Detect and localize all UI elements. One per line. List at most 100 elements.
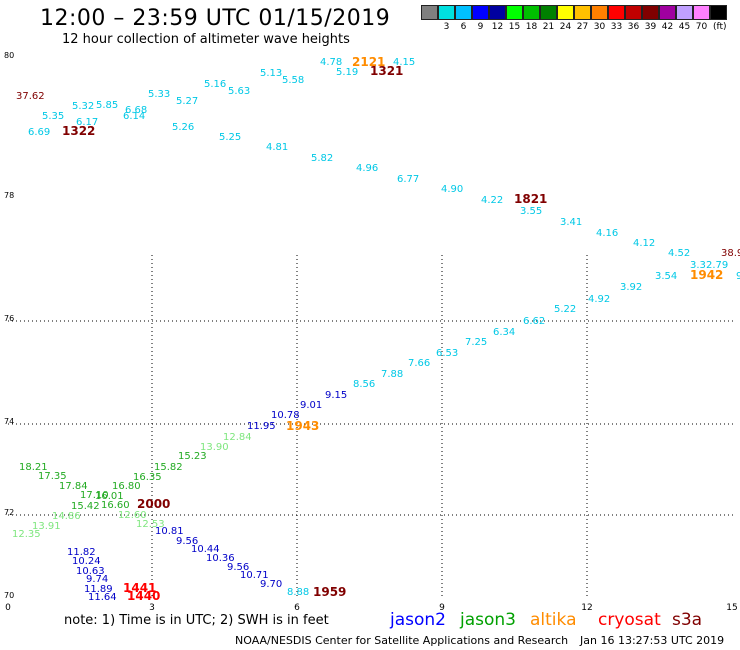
wave-height-label: 9.70 — [260, 579, 282, 590]
wave-height-label: 9.01 — [300, 400, 322, 411]
wave-height-label: 12.35 — [12, 529, 41, 540]
wave-height-label: 10.44 — [191, 544, 220, 555]
wave-height-label: 6.53 — [436, 348, 458, 359]
legend-label: 9 — [477, 22, 484, 32]
y-tick-label: 78 — [4, 191, 14, 200]
wave-height-label: 13.90 — [200, 442, 229, 453]
wave-height-label: 5.26 — [172, 122, 194, 133]
page-title: 12:00 – 23:59 UTC 01/15/2019 — [40, 6, 391, 31]
wave-height-label: 11.89 — [84, 584, 113, 595]
wave-height-label: 3.54 — [655, 271, 677, 282]
wave-height-label: 17.10 — [80, 490, 109, 501]
legend-label: 33 — [610, 22, 623, 32]
y-tick-label: 72 — [4, 508, 14, 517]
legend-label: 3 — [443, 22, 450, 32]
legend-label: 30 — [593, 22, 606, 32]
pass-time-label: 1322 — [62, 124, 95, 138]
wave-height-label: 4.92 — [588, 294, 610, 305]
pass-time-label: 1441 — [123, 581, 156, 595]
credit-line: NOAA/NESDIS Center for Satellite Applica… — [235, 634, 569, 647]
legend-swatch — [421, 5, 438, 20]
wave-height-label: 16.60 — [101, 500, 130, 511]
wave-height-label: 6.34 — [493, 327, 515, 338]
wave-height-label: 14.86 — [52, 511, 81, 522]
wave-height-label: 4.16 — [596, 228, 618, 239]
legend-swatch — [557, 5, 574, 20]
pass-time-label: 1942 — [690, 268, 723, 282]
wave-height-label: 10.24 — [72, 556, 101, 567]
pass-time-label: 1943 — [286, 419, 319, 433]
legend-label: 45 — [678, 22, 691, 32]
legend-label: 36 — [627, 22, 640, 32]
legend-swatch — [659, 5, 676, 20]
pass-time-label: 1440 — [127, 589, 160, 603]
legend-swatch — [574, 5, 591, 20]
wave-height-label: 17.35 — [38, 471, 67, 482]
wave-height-label: 9.15 — [325, 390, 347, 401]
legend-swatch — [489, 5, 506, 20]
x-tick-label: 9 — [439, 603, 445, 613]
wave-height-label: 11.95 — [247, 421, 276, 432]
legend-swatch — [506, 5, 523, 20]
wave-height-label: 6.62 — [523, 316, 545, 327]
wave-height-label: 5.19 — [336, 67, 358, 78]
wave-height-label: 5.27 — [176, 96, 198, 107]
wave-height-label: 12.84 — [223, 432, 252, 443]
x-axis-ticks: 0 3 6 9 12 15 — [5, 603, 738, 613]
pass-time-label: 1959 — [313, 585, 346, 599]
wave-height-label: 6.68 — [125, 105, 147, 116]
wave-height-label: 5.82 — [311, 153, 333, 164]
wave-height-label: 5.16 — [204, 79, 226, 90]
wave-height-label: 5.33 — [148, 89, 170, 100]
wave-height-label: 4.52 — [668, 248, 690, 259]
wave-height-label: 16.01 — [95, 491, 124, 502]
legend-label: 42 — [661, 22, 674, 32]
wave-height-label: 8.56 — [353, 379, 375, 390]
wave-height-label: 5.35 — [42, 111, 64, 122]
x-tick-label: 12 — [581, 603, 592, 613]
legend-label: 24 — [559, 22, 572, 32]
wave-height-label: 38.9 — [721, 248, 740, 259]
legend-label: 18 — [525, 22, 538, 32]
wave-height-label: 9.74 — [86, 574, 108, 585]
wave-height-label: 10.36 — [206, 553, 235, 564]
satellite-label-jason3: jason3 — [460, 610, 516, 630]
x-tick-label: 6 — [294, 603, 300, 613]
legend-label: 70 — [695, 22, 708, 32]
wave-height-label: 5.13 — [260, 68, 282, 79]
observation-labels: 37.62 5.35 5.32 5.85 6.17 6.686.14 6.69 1322 5.3… — [12, 55, 740, 603]
wave-height-label: 3.92 — [620, 282, 642, 293]
x-tick-label: 15 — [726, 603, 737, 613]
y-axis-ticks: 80 78 76 74 72 70 — [4, 51, 14, 600]
satellite-label-s3a: s3a — [672, 610, 703, 630]
wave-height-label: 11.64 — [88, 592, 117, 603]
wave-height-label: 5.85 — [96, 100, 118, 111]
wave-height-label: 16.80 — [112, 481, 141, 492]
y-tick-label: 80 — [4, 51, 14, 60]
wave-height-label: 10.71 — [240, 570, 269, 581]
legend-label: 27 — [576, 22, 589, 32]
footnote: note: 1) Time is in UTC; 2) SWH is in fe… — [64, 613, 329, 628]
legend-swatch — [693, 5, 710, 20]
wave-height-label: 7.25 — [465, 337, 487, 348]
legend-swatch — [710, 5, 727, 20]
wave-height-label: 7.66 — [408, 358, 430, 369]
legend-swatch — [455, 5, 472, 20]
satellite-label-jason2: jason2 — [390, 610, 446, 630]
wave-height-label: 4.90 — [441, 184, 463, 195]
wave-height-label: 4.22 — [481, 195, 503, 206]
wave-height-label: 6.17 — [76, 117, 98, 128]
y-tick-label: 70 — [4, 591, 14, 600]
pass-time-label: 1321 — [370, 64, 403, 78]
wave-height-label: 16.35 — [133, 472, 162, 483]
wave-height-label: 9.56 — [176, 536, 198, 547]
y-tick-label: 76 — [4, 314, 14, 323]
pass-time-label: 2000 — [137, 497, 170, 511]
wave-height-label: 15.23 — [178, 451, 207, 462]
wave-height-label: 10.81 — [155, 526, 184, 537]
wave-height-label: 8.88 — [287, 587, 309, 598]
wave-height-label: 13.91 — [32, 521, 61, 532]
wave-height-label: 4.78 — [320, 57, 342, 68]
